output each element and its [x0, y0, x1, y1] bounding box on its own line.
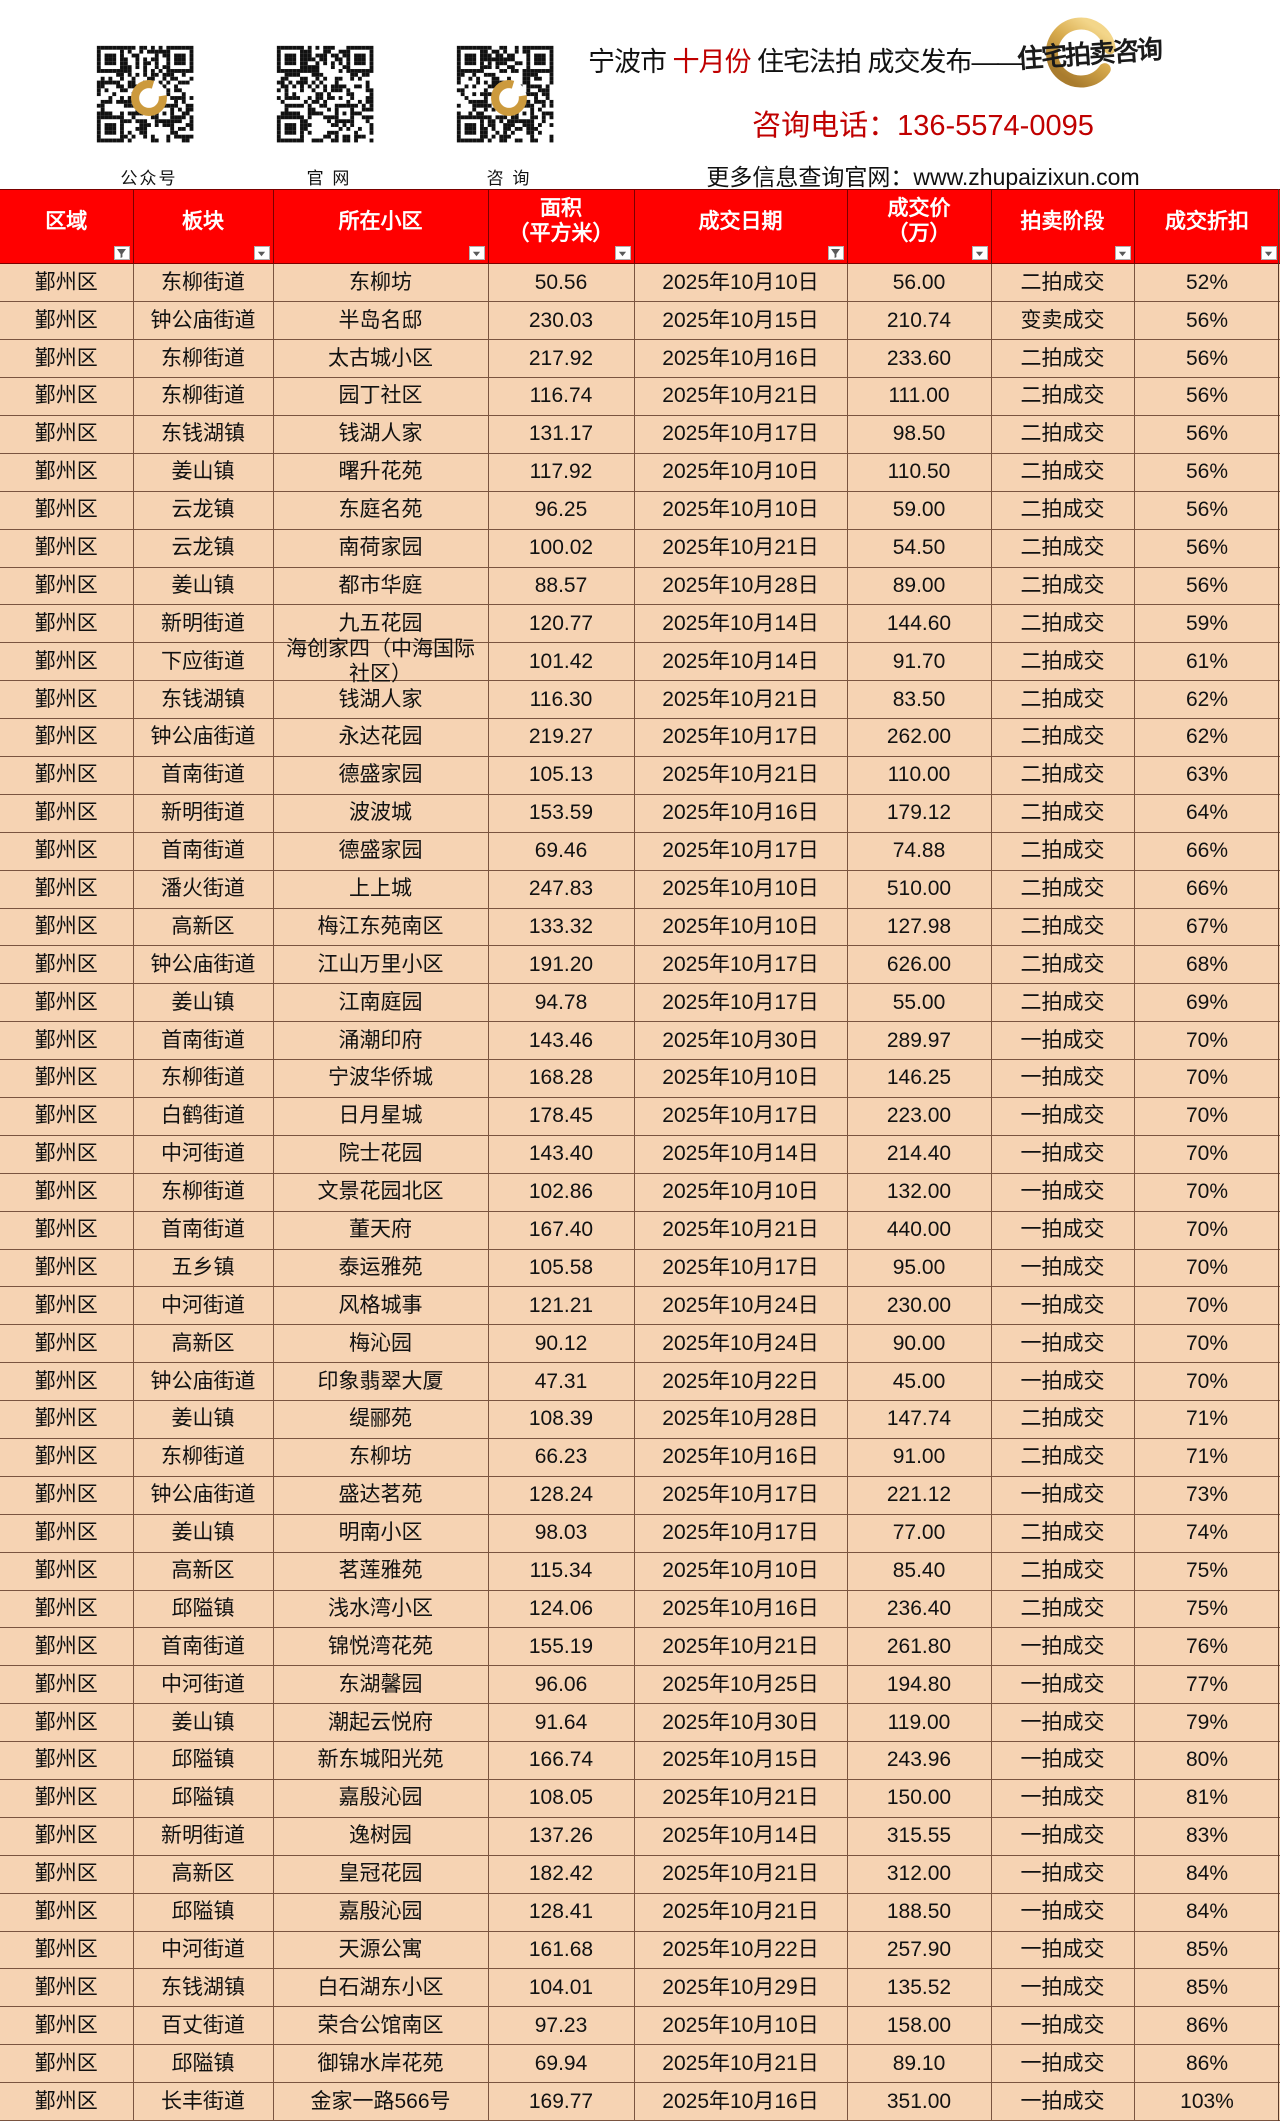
- svg-text:住宅拍卖咨询: 住宅拍卖咨询: [1016, 34, 1163, 74]
